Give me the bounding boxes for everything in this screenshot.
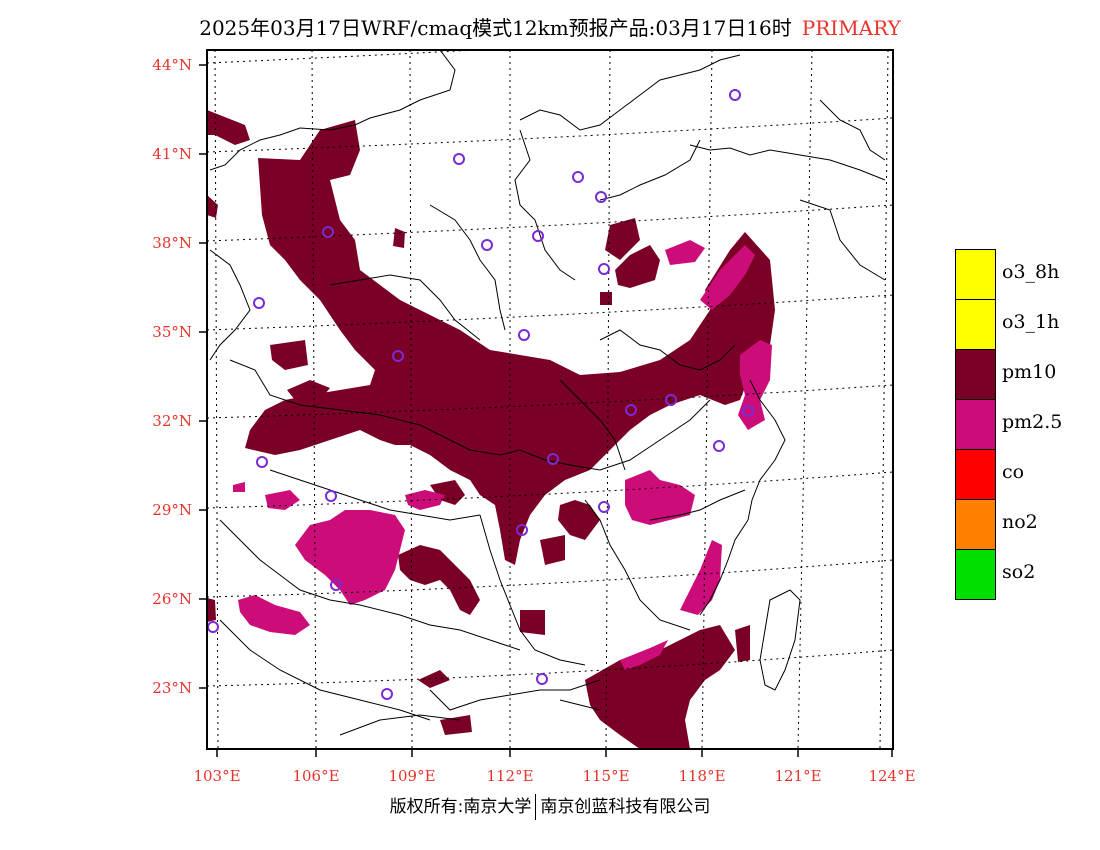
legend-swatch	[955, 549, 996, 600]
legend-swatch	[955, 249, 996, 300]
legend-label: so2	[1002, 561, 1036, 583]
map-title: 2025年03月17日WRF/cmaq模式12km预报产品:03月17日16时 P…	[0, 12, 1100, 41]
legend-swatch	[955, 299, 996, 350]
footer-separator	[535, 794, 537, 820]
legend-label: pm2.5	[1002, 411, 1063, 433]
lon-label-124e: 124°E	[868, 767, 916, 785]
title-tag: PRIMARY	[801, 16, 901, 40]
copyright-right: 南京创蓝科技有限公司	[540, 797, 711, 817]
copyright-left: 版权所有:南京大学	[389, 797, 532, 817]
title-text: 2025年03月17日WRF/cmaq模式12km预报产品:03月17日16时	[199, 16, 792, 40]
axis-ticks	[199, 64, 893, 757]
lon-label-106e: 106°E	[292, 767, 340, 785]
lon-label-118e: 118°E	[678, 767, 726, 785]
pm10-region-layer	[207, 110, 775, 749]
copyright-footer: 版权所有:南京大学 南京创蓝科技有限公司	[0, 792, 1100, 820]
admin-borders	[209, 50, 886, 736]
lat-label-35n: 35°N	[152, 323, 192, 341]
legend-swatch	[955, 449, 996, 500]
lat-label-38n: 38°N	[152, 234, 192, 252]
lon-label-115e: 115°E	[582, 767, 630, 785]
legend-label: co	[1002, 461, 1025, 483]
pm25-region-layer	[233, 240, 772, 670]
legend-swatch	[955, 499, 996, 550]
lat-label-44n: 44°N	[152, 56, 192, 74]
legend-label: o3_8h	[1002, 261, 1060, 283]
legend-label: o3_1h	[1002, 311, 1060, 333]
lat-label-23n: 23°N	[152, 679, 192, 697]
lat-label-26n: 26°N	[152, 590, 192, 608]
legend-label: pm10	[1002, 361, 1057, 383]
legend-swatch	[955, 349, 996, 400]
lat-label-29n: 29°N	[152, 501, 192, 519]
lon-label-112e: 112°E	[486, 767, 534, 785]
graticule	[207, 50, 893, 749]
lat-label-41n: 41°N	[152, 145, 192, 163]
lon-label-109e: 109°E	[388, 767, 436, 785]
legend-label: no2	[1002, 511, 1038, 533]
legend-swatch	[955, 399, 996, 450]
lon-label-103e: 103°E	[193, 767, 241, 785]
map-frame	[206, 49, 894, 750]
lat-label-32n: 32°N	[152, 412, 192, 430]
lon-label-121e: 121°E	[774, 767, 822, 785]
station-markers	[207, 89, 754, 700]
